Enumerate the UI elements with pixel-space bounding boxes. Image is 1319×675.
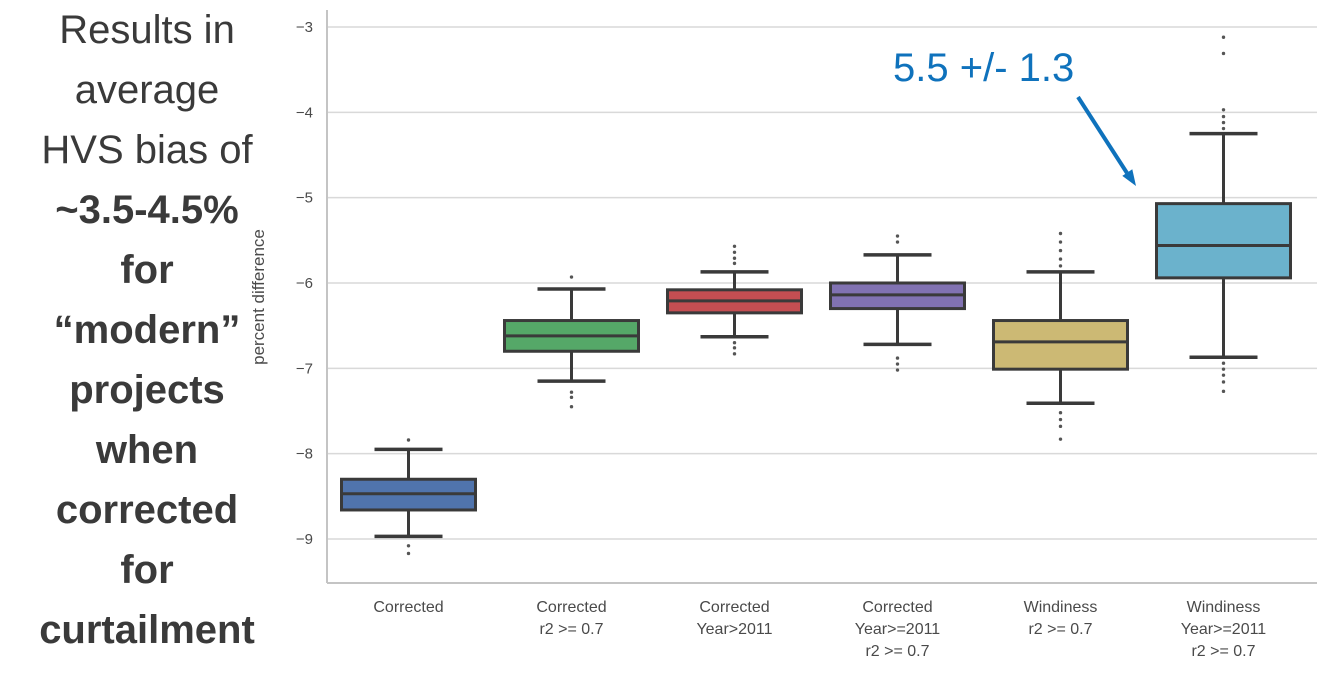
- x-tick-label: Corrected: [699, 599, 769, 616]
- x-tick-label: Year>=2011: [1181, 621, 1267, 638]
- outlier-point: [1221, 380, 1226, 384]
- outlier-point: [732, 346, 737, 350]
- caption-line: for: [120, 248, 174, 292]
- outlier-point: [1221, 35, 1226, 39]
- outlier-point: [1221, 389, 1226, 394]
- y-tick-label: −6: [296, 275, 313, 292]
- caption-line: Results in: [59, 8, 235, 52]
- outlier-point: [895, 362, 900, 366]
- x-tick-label: r2 >= 0.7: [539, 621, 603, 638]
- y-axis-label: percent difference: [249, 229, 268, 365]
- y-tick-label: −3: [296, 19, 313, 36]
- outlier-point: [732, 261, 737, 266]
- caption-line: “modern”: [53, 308, 241, 352]
- outlier-point: [732, 341, 737, 345]
- outlier-point: [1058, 424, 1063, 429]
- annotation-arrow: [1076, 95, 1136, 186]
- caption-line: projects: [69, 368, 225, 412]
- outlier-point: [895, 368, 900, 372]
- caption-line: ~3.5-4.5%: [55, 188, 239, 232]
- outlier-point: [732, 352, 737, 356]
- x-tick-label: r2 >= 0.7: [1028, 621, 1092, 638]
- outlier-point: [1058, 231, 1063, 236]
- outlier-point: [1058, 417, 1063, 422]
- caption-line: for: [120, 548, 174, 592]
- y-tick-label: −5: [296, 190, 313, 207]
- x-tick-label: r2 >= 0.7: [1191, 643, 1255, 660]
- outlier-point: [1221, 373, 1226, 377]
- outlier-point: [1221, 108, 1226, 112]
- outlier-point: [1221, 367, 1226, 371]
- left-caption: Results in average HVS bias of ~3.5-4.5%…: [0, 0, 294, 660]
- outlier-point: [732, 244, 737, 248]
- y-tick-label: −7: [296, 360, 313, 377]
- y-tick-label: −4: [296, 104, 313, 121]
- x-tick-label: Corrected: [862, 599, 932, 616]
- outlier-point: [1058, 264, 1063, 268]
- outlier-point: [1221, 361, 1226, 365]
- outlier-point: [1221, 120, 1226, 125]
- outlier-point: [406, 544, 411, 548]
- x-tick-label: Year>=2011: [855, 621, 941, 638]
- outlier-point: [1221, 51, 1226, 56]
- caption-line: corrected: [55, 488, 239, 532]
- outlier-point: [732, 256, 737, 260]
- caption-line: average: [74, 68, 220, 112]
- outlier-point: [569, 405, 574, 409]
- outlier-point: [1058, 410, 1063, 415]
- caption-line: HVS bias of: [41, 128, 253, 172]
- outlier-point: [406, 551, 411, 556]
- outlier-point: [895, 240, 900, 244]
- x-tick-label: Corrected: [373, 599, 443, 616]
- outlier-point: [1058, 248, 1063, 253]
- outlier-point: [1221, 126, 1226, 131]
- outlier-point: [1058, 257, 1063, 261]
- x-tick-label: Windiness: [1024, 599, 1098, 616]
- outlier-point: [569, 395, 574, 400]
- y-tick-label: −9: [296, 531, 313, 548]
- x-tick-label: Year>2011: [696, 621, 772, 638]
- outlier-point: [895, 234, 900, 238]
- caption-line: curtailment: [39, 608, 255, 652]
- x-tick-label: r2 >= 0.7: [865, 643, 929, 660]
- caption-line: when: [95, 428, 199, 472]
- box-5: [1155, 202, 1292, 280]
- y-tick-label: −8: [296, 446, 313, 463]
- outlier-point: [895, 356, 900, 360]
- x-tick-label: Windiness: [1187, 599, 1261, 616]
- outlier-point: [1058, 240, 1063, 244]
- outlier-point: [569, 390, 574, 394]
- outlier-point: [1058, 437, 1063, 441]
- outlier-point: [406, 438, 411, 442]
- outlier-point: [1221, 114, 1226, 119]
- annotation-text: 5.5 +/- 1.3: [893, 46, 1075, 90]
- outlier-point: [732, 250, 737, 254]
- box-4: [992, 319, 1129, 371]
- x-tick-label: Corrected: [536, 599, 606, 616]
- outlier-point: [569, 275, 574, 279]
